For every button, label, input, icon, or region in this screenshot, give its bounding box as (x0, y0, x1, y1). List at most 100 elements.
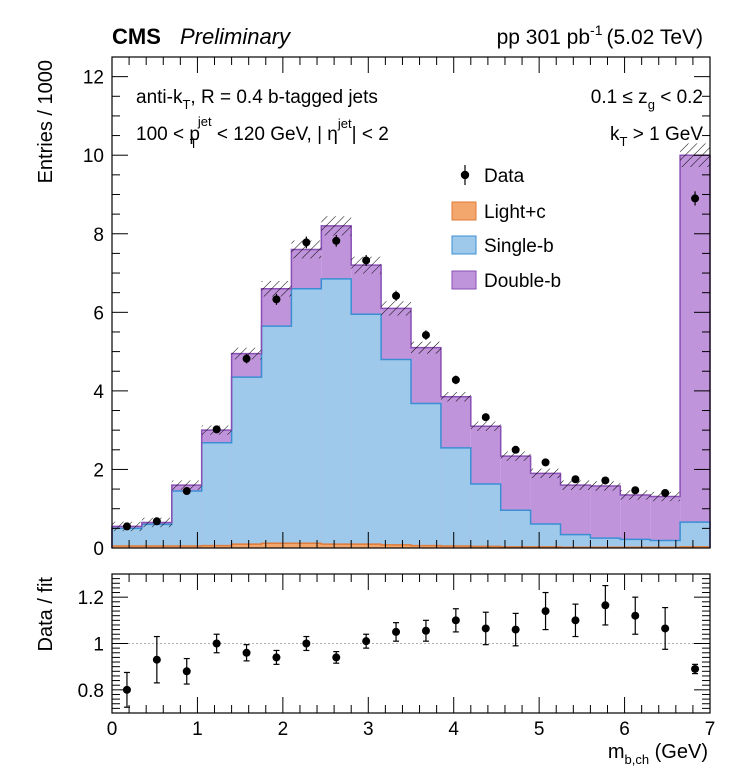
data-point-17 (631, 486, 640, 495)
x-axis-title: mb,ch (GeV) (608, 741, 708, 767)
legend-entry-singleb: Single-b (451, 235, 554, 257)
x-tick-label: 5 (534, 719, 545, 740)
bar-singleb-bin-4 (231, 377, 262, 548)
data-point-12 (481, 413, 490, 422)
bar-singleb-bin-10 (411, 403, 441, 548)
legend-entry-data: Data / fit Data (460, 165, 525, 187)
bar-singleb-bin-11 (440, 447, 471, 548)
ratio-axes: 0.8 1 1.2 0 1 2 3 4 5 6 7 (78, 573, 716, 740)
energy-text: (5.02 TeV) (607, 26, 704, 49)
x-tick-label: 2 (278, 719, 289, 740)
ratio-point-4 (242, 648, 251, 657)
uncertainty-bin-16 (590, 481, 621, 491)
uncertainty-bin-11 (440, 392, 471, 402)
data-point-6 (302, 238, 311, 247)
kt-rest: > 1 GeV (627, 124, 703, 145)
main-y-tick-label: 8 (93, 225, 104, 246)
preliminary-label: Preliminary (180, 24, 292, 49)
main-axes: 0 2 4 6 8 10 12 (83, 56, 711, 560)
x-tick-label: 0 (107, 719, 118, 740)
data-point-3 (212, 425, 221, 434)
legend-doubleb-swatch (451, 270, 477, 290)
data-point-0 (122, 522, 131, 531)
uncertainty-bin-13 (500, 451, 531, 461)
data-point-18 (661, 489, 670, 498)
ratio-y-tick-label: 1 (93, 635, 104, 656)
bar-singleb-bin-19 (680, 522, 710, 548)
uncertainty-bin-5 (261, 280, 292, 297)
eta-text: η (322, 124, 338, 145)
kt-text: k (610, 124, 620, 145)
legend-singleb-swatch (451, 235, 477, 255)
bar-lightc-bin-4 (231, 544, 262, 548)
uncertainty-bin-17 (620, 490, 651, 500)
legend-entry-doubleb: Double-b (451, 270, 561, 292)
uncertainty-bin-12 (470, 421, 501, 431)
bar-singleb-bin-7 (321, 278, 352, 548)
uncertainty-bin-10 (411, 341, 441, 354)
ratio-point-6 (302, 639, 311, 648)
bar-lightc-bin-10 (411, 545, 441, 548)
data-point-4 (242, 354, 251, 363)
bar-lightc-bin-9 (381, 544, 411, 548)
bar-lightc-bin-8 (351, 544, 382, 548)
legend-label-singleb: Single-b (484, 236, 554, 257)
main-y-tick-label: 12 (83, 68, 104, 89)
legend-data-marker (460, 170, 470, 180)
ratio-point-16 (601, 601, 610, 610)
data-point-1 (152, 517, 161, 526)
x-axis-title-unit: (GeV) (649, 741, 708, 763)
ratio-point-10 (421, 626, 430, 635)
kt-cut-label: kT > 1 GeV (610, 124, 703, 149)
data-point-8 (362, 256, 371, 265)
stacked-histogram (111, 154, 711, 549)
bar-lightc-bin-11 (440, 546, 471, 548)
x-tick-label: 6 (619, 719, 630, 740)
data-point-11 (451, 375, 460, 384)
algo-text: anti-k (136, 87, 183, 108)
kinematic-cut-label: 100 < pjet T < 120 GeV, | ηjet| < 2 (136, 114, 389, 151)
x-axis-title-m: m (608, 741, 625, 763)
lumi-energy-label: pp 301 pb-1 (5.02 TeV) (497, 22, 703, 49)
bar-doubleb-bin-18 (650, 496, 681, 548)
uncertainty-bin-6 (291, 240, 322, 259)
ratio-point-1 (152, 655, 161, 664)
legend: Data / fit Data Light+c Single-b Double-… (451, 165, 561, 292)
x-tick-label: 7 (705, 719, 716, 740)
zg-text: 0.1 ≤ z (591, 87, 648, 108)
data-point-2 (182, 487, 191, 496)
bar-singleb-bin-2 (171, 491, 202, 548)
eta-superscript: jet (337, 116, 352, 131)
ratio-y-axis-title: Data / fit (35, 577, 57, 652)
jet-algorithm-label: anti-kT, R = 0.4 b-tagged jets (136, 87, 378, 112)
x-tick-label: 4 (448, 719, 459, 740)
ratio-y-tick-label: 0.8 (78, 681, 104, 702)
uncertainty-bin-7 (321, 216, 352, 236)
algo-subscript: T (182, 97, 190, 112)
cms-label: CMS (112, 24, 161, 49)
main-y-tick-label: 2 (93, 460, 104, 481)
pt-superscript: jet (197, 114, 212, 129)
data-points (122, 191, 700, 531)
ratio-point-13 (511, 625, 520, 634)
ratio-point-9 (392, 627, 401, 636)
bar-lightc-bin-2 (171, 546, 202, 548)
data-point-9 (392, 291, 401, 300)
ratio-point-17 (631, 611, 640, 620)
bar-singleb-bin-12 (470, 483, 501, 548)
bar-singleb-bin-6 (291, 288, 322, 548)
uncertainty-bin-15 (560, 480, 591, 490)
bar-singleb-bin-8 (351, 314, 382, 548)
data-point-19 (691, 194, 700, 203)
ratio-y-tick-label: 1.2 (78, 588, 104, 609)
bar-singleb-bin-16 (590, 538, 621, 548)
main-y-tick-label: 10 (83, 146, 104, 167)
ratio-point-8 (362, 637, 371, 646)
bar-lightc-bin-7 (321, 544, 352, 548)
bar-lightc-bin-6 (291, 543, 322, 548)
x-tick-label: 1 (192, 719, 203, 740)
legend-label-lightc: Light+c (484, 202, 546, 223)
data-point-5 (272, 295, 281, 304)
ratio-point-7 (332, 653, 341, 662)
